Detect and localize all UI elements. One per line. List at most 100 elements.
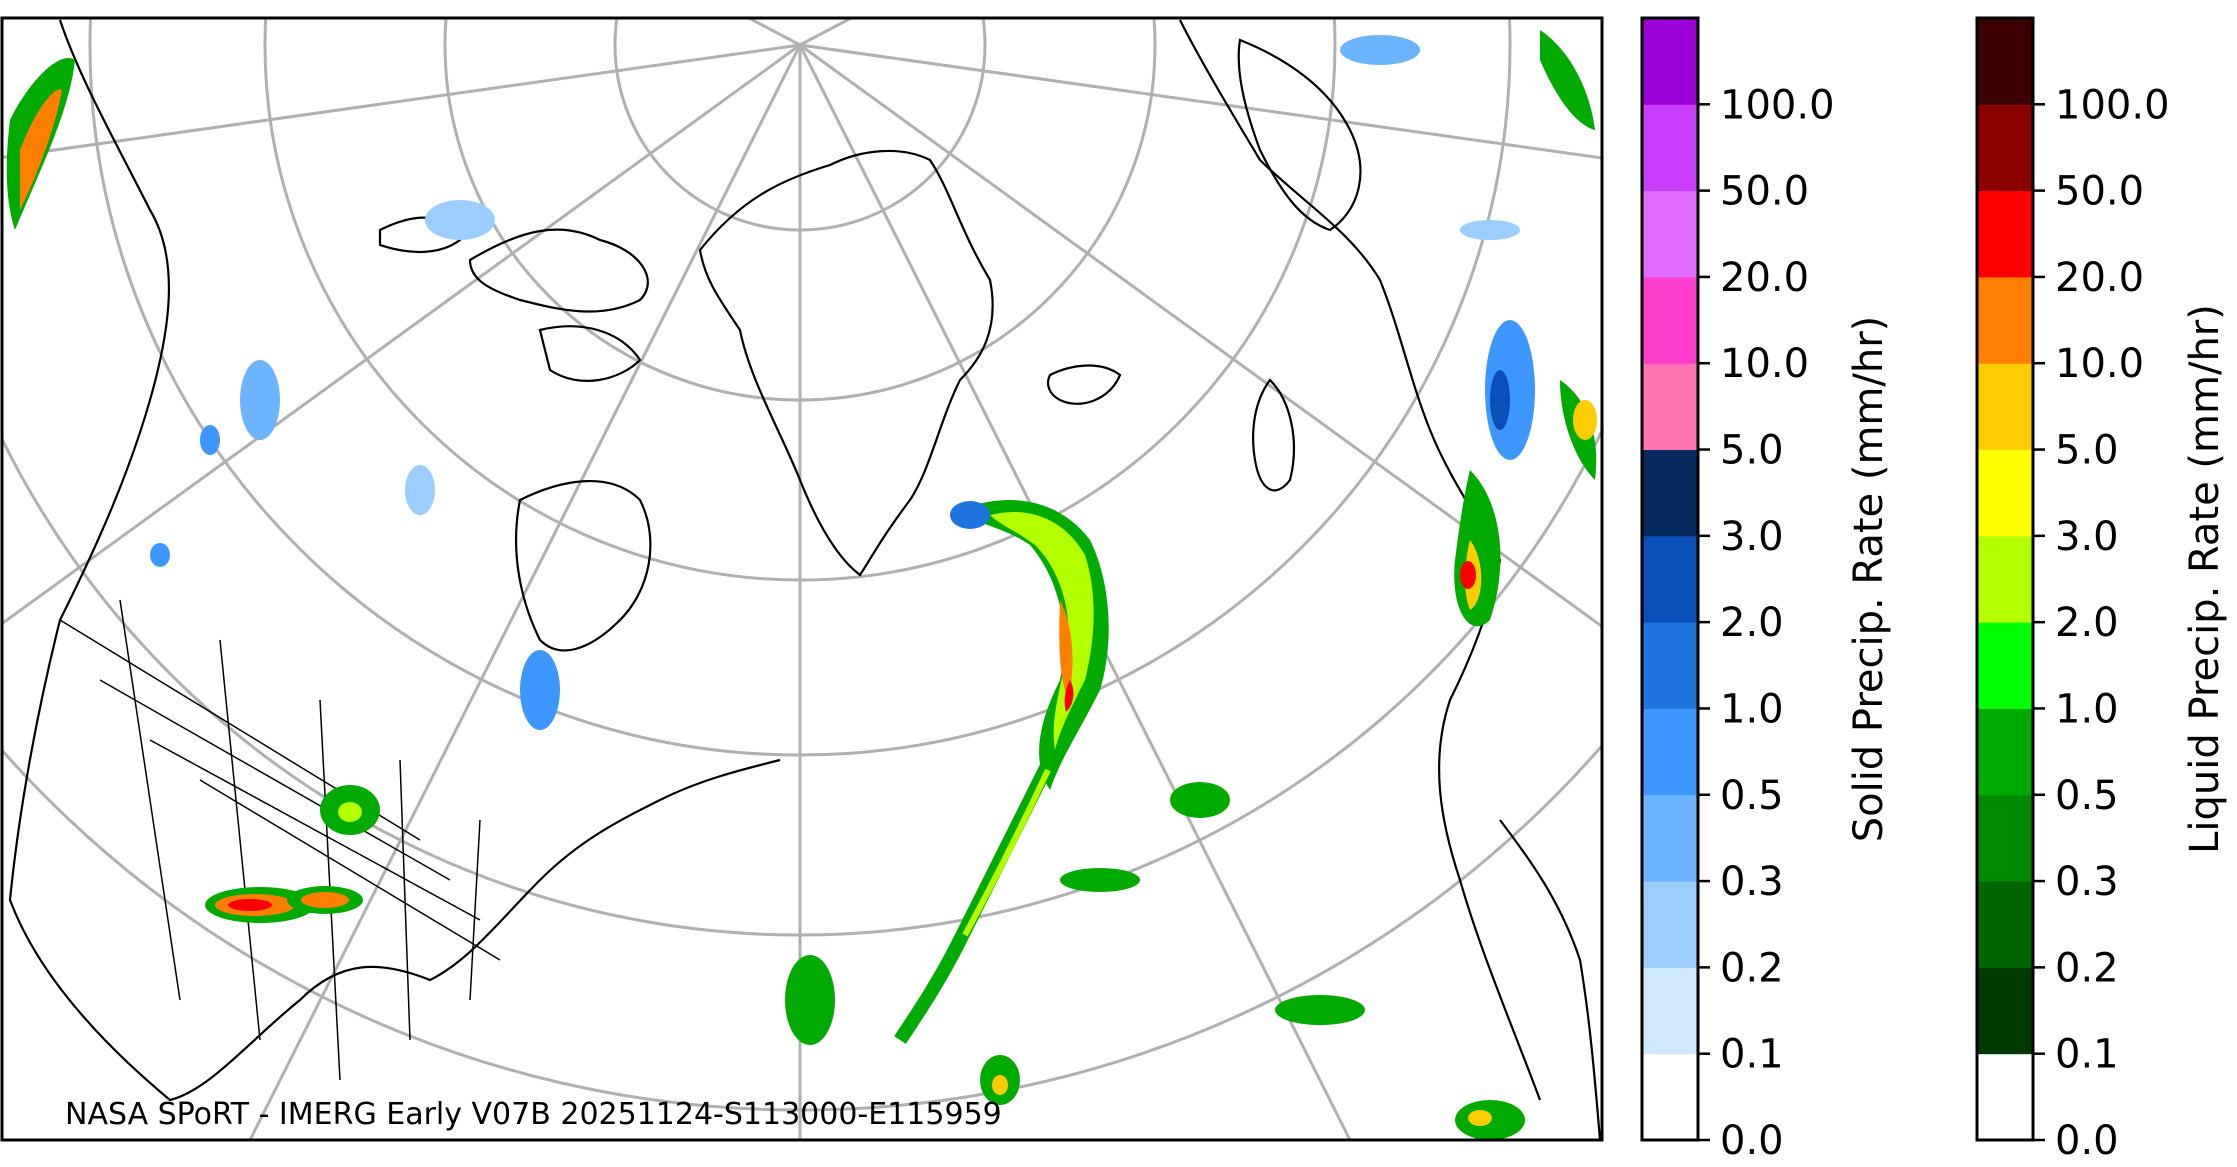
colorbar-tick-label: 5.0 [1720, 428, 1784, 474]
europe-precip-core [1573, 400, 1597, 440]
map-frame [0, 16, 1604, 1142]
colorbar-tick-label: 0.1 [1720, 1032, 1784, 1078]
meridian-line [799, 43, 1602, 160]
precip-cell [338, 802, 362, 822]
africa-coastline [1499, 819, 1602, 1140]
colorbar-tick-label: 0.2 [1720, 945, 1784, 991]
meridian-line [2, 43, 801, 159]
colorbar-segment [1977, 363, 2033, 451]
precip-cell [1170, 782, 1230, 818]
colorbar-segment [1642, 794, 1698, 882]
colorbar-tick-label: 1.0 [1720, 686, 1784, 732]
colorbar-tick-label: 0.0 [1720, 1118, 1784, 1164]
snow-cell [425, 200, 495, 240]
colorbar-tick-label: 20.0 [2055, 255, 2144, 301]
britain-coastline [1252, 378, 1296, 492]
colorbar-segment [1642, 1053, 1698, 1141]
precip-cell [992, 1075, 1008, 1095]
colorbar-tick-label: 50.0 [2055, 169, 2144, 215]
colorbar-segment [1977, 1053, 2033, 1141]
iceland-coastline [1046, 364, 1122, 405]
colorbar-tick-label: 0.5 [2055, 773, 2119, 819]
trailing-band-core [962, 768, 1051, 937]
data-credit: NASA SPoRT - IMERG Early V07B 20251124-S… [65, 1097, 1002, 1132]
precip-cell [1060, 868, 1140, 892]
hudson-bay-coastline [515, 480, 652, 652]
colorbar-segment [1642, 104, 1698, 192]
colorbar-segment [1977, 190, 2033, 278]
colorbar-label: Liquid Precip. Rate (mm/hr) [2182, 304, 2228, 854]
north-america-coastline [8, 19, 781, 1102]
graticule [2, 18, 1602, 1140]
colorbar-solid: 0.0 0.1 0.2 0.3 0.5 1.0 2.0 3.0 5.0 10.0 20.0 50.0 1… [1640, 16, 1892, 1164]
colorbar-segment [1977, 881, 2033, 968]
colorbar-segment [1642, 708, 1698, 796]
colorbar-segment [1642, 449, 1698, 537]
europe-precip-max [1460, 561, 1476, 589]
us-precip-band-max [228, 899, 272, 911]
scandinavia-coastline [1237, 38, 1362, 232]
us-precip-band-core [301, 892, 349, 908]
colorbar-segment [1977, 794, 2033, 882]
snow-cell [1490, 370, 1510, 430]
colorbar-segment [1642, 622, 1698, 709]
colorbar-tick-label: 100.0 [2055, 82, 2170, 128]
meridian-line [745, 18, 801, 47]
colorbar-segment [1642, 190, 1698, 278]
colorbar-tick-label: 0.3 [1720, 859, 1784, 905]
precip-cell [1468, 1110, 1492, 1126]
colorbar-frame [1640, 16, 1700, 1142]
colorbar-tick-label: 20.0 [1720, 255, 1809, 301]
colorbar-segment [1977, 535, 2033, 623]
colorbar-segment [1977, 276, 2033, 364]
solid-precipitation [150, 35, 1535, 730]
colorbar-tick-label: 0.1 [2055, 1032, 2119, 1078]
atlantic-front-peak [1059, 600, 1073, 700]
atlantic-front-max [1064, 680, 1074, 712]
colorbar-segment [1642, 881, 1698, 968]
colorbar-segment [1642, 535, 1698, 623]
snow-cell [240, 360, 280, 440]
colorbar-tick-label: 0.3 [2055, 859, 2119, 905]
colorbar-segment [1642, 363, 1698, 451]
meridian-line [2, 43, 801, 626]
pacific-precip-core [20, 89, 62, 210]
colorbar-segment [1642, 18, 1698, 105]
colorbar-segment [1977, 104, 2033, 192]
map-panel [0, 16, 1604, 1142]
snow-cell [200, 425, 220, 455]
colorbar-tick-label: 5.0 [2055, 428, 2119, 474]
meridian-line [799, 43, 1602, 629]
colorbar-tick-label: 10.0 [2055, 341, 2144, 387]
snow-cell [950, 501, 990, 529]
europe-precip [1540, 30, 1595, 130]
colorbar-liquid: 0.0 0.1 0.2 0.3 0.5 1.0 2.0 3.0 5.0 10.0 20.0 50.0 1… [1975, 16, 2228, 1164]
meridian-line [799, 18, 855, 47]
colorbar-frame [1975, 16, 2035, 1142]
snow-cell [405, 465, 435, 515]
colorbar-segment [1977, 18, 2033, 105]
snow-cell [1460, 220, 1520, 240]
colorbar-tick-label: 2.0 [1720, 600, 1784, 646]
colorbar-segment [1642, 276, 1698, 364]
precip-cell [1275, 995, 1365, 1025]
colorbar-tick-label: 0.2 [2055, 945, 2119, 991]
colorbar-segment [1977, 449, 2033, 537]
colorbar-tick-label: 2.0 [2055, 600, 2119, 646]
precip-cell [785, 955, 835, 1045]
colorbar-tick-label: 3.0 [2055, 514, 2119, 560]
colorbar-tick-label: 1.0 [2055, 686, 2119, 732]
liquid-precipitation [6, 30, 1597, 1140]
snow-cell [150, 543, 170, 567]
colorbar-tick-label: 10.0 [1720, 341, 1809, 387]
colorbar-tick-label: 50.0 [1720, 169, 1809, 215]
greenland-coastline [698, 149, 994, 577]
colorbar-segment [1977, 622, 2033, 709]
snow-cell [520, 650, 560, 730]
meridian-line [248, 44, 802, 1140]
colorbar-segment [1642, 967, 1698, 1055]
snow-cell [1340, 35, 1420, 65]
colorbar-tick-label: 3.0 [1720, 514, 1784, 560]
colorbar-label: Solid Precip. Rate (mm/hr) [1846, 316, 1892, 843]
